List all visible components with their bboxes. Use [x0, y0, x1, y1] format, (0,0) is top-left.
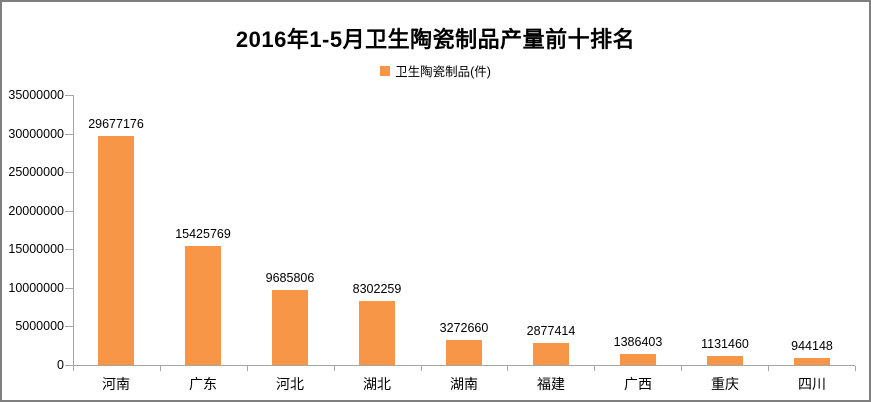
- y-axis-tick: [65, 326, 73, 327]
- category-label: 湖南: [450, 376, 478, 392]
- category-label: 湖北: [363, 376, 391, 392]
- x-axis-tick: [421, 366, 422, 371]
- y-axis-tick-label: 25000000: [8, 165, 64, 179]
- chart-title: 2016年1-5月卫生陶瓷制品产量前十排名: [235, 27, 636, 52]
- y-axis-tick-label: 35000000: [8, 88, 64, 102]
- category-label: 河北: [276, 376, 304, 392]
- bar-福建: [533, 343, 569, 365]
- y-axis-tick: [65, 249, 73, 250]
- y-axis-tick: [65, 134, 73, 135]
- x-axis-tick: [507, 366, 508, 371]
- category-label: 福建: [537, 376, 565, 392]
- y-axis-tick: [65, 172, 73, 173]
- y-axis-tick-label: 10000000: [8, 281, 64, 295]
- bar-河北: [272, 290, 308, 365]
- category-label: 广西: [624, 376, 652, 392]
- bar-湖南: [446, 340, 482, 365]
- y-axis-tick: [65, 211, 73, 212]
- x-axis-tick: [160, 366, 161, 371]
- y-axis-line: [73, 95, 74, 365]
- category-label: 河南: [102, 376, 130, 392]
- x-axis-line: [73, 365, 855, 366]
- value-label: 9685806: [265, 271, 315, 285]
- category-label: 四川: [798, 376, 826, 392]
- x-axis-tick: [855, 366, 856, 371]
- legend: 卫生陶瓷制品(件): [2, 61, 869, 80]
- bar-湖北: [359, 301, 395, 365]
- value-label: 29677176: [88, 117, 144, 131]
- bar-河南: [98, 136, 134, 365]
- x-axis-tick: [594, 366, 595, 371]
- category-label: 广东: [189, 376, 217, 392]
- legend-swatch-icon: [380, 65, 391, 76]
- y-axis-tick: [65, 95, 73, 96]
- y-axis-tick-label: 5000000: [15, 319, 64, 333]
- x-axis-tick: [768, 366, 769, 371]
- value-label: 8302259: [352, 282, 402, 296]
- value-label: 1131460: [701, 337, 749, 351]
- y-axis-tick: [65, 288, 73, 289]
- x-axis-tick: [73, 366, 74, 371]
- x-axis-tick: [247, 366, 248, 371]
- legend-label: 卫生陶瓷制品(件): [395, 65, 491, 79]
- category-label: 重庆: [711, 376, 739, 392]
- y-axis-tick: [65, 365, 73, 366]
- y-axis-tick-label: 15000000: [8, 242, 64, 256]
- x-axis-tick: [681, 366, 682, 371]
- bar-广东: [185, 246, 221, 365]
- y-axis-tick-label: 30000000: [8, 127, 64, 141]
- bar-重庆: [707, 356, 743, 365]
- value-label: 944148: [791, 339, 833, 353]
- bar-四川: [794, 358, 830, 365]
- value-label: 1386403: [613, 335, 663, 349]
- y-axis-tick-label: 20000000: [8, 204, 64, 218]
- bar-广西: [620, 354, 656, 365]
- value-label: 15425769: [175, 227, 231, 241]
- x-axis-tick: [334, 366, 335, 371]
- value-label: 2877414: [526, 324, 576, 338]
- value-label: 3272660: [439, 321, 489, 335]
- y-axis-tick-label: 0: [57, 358, 64, 372]
